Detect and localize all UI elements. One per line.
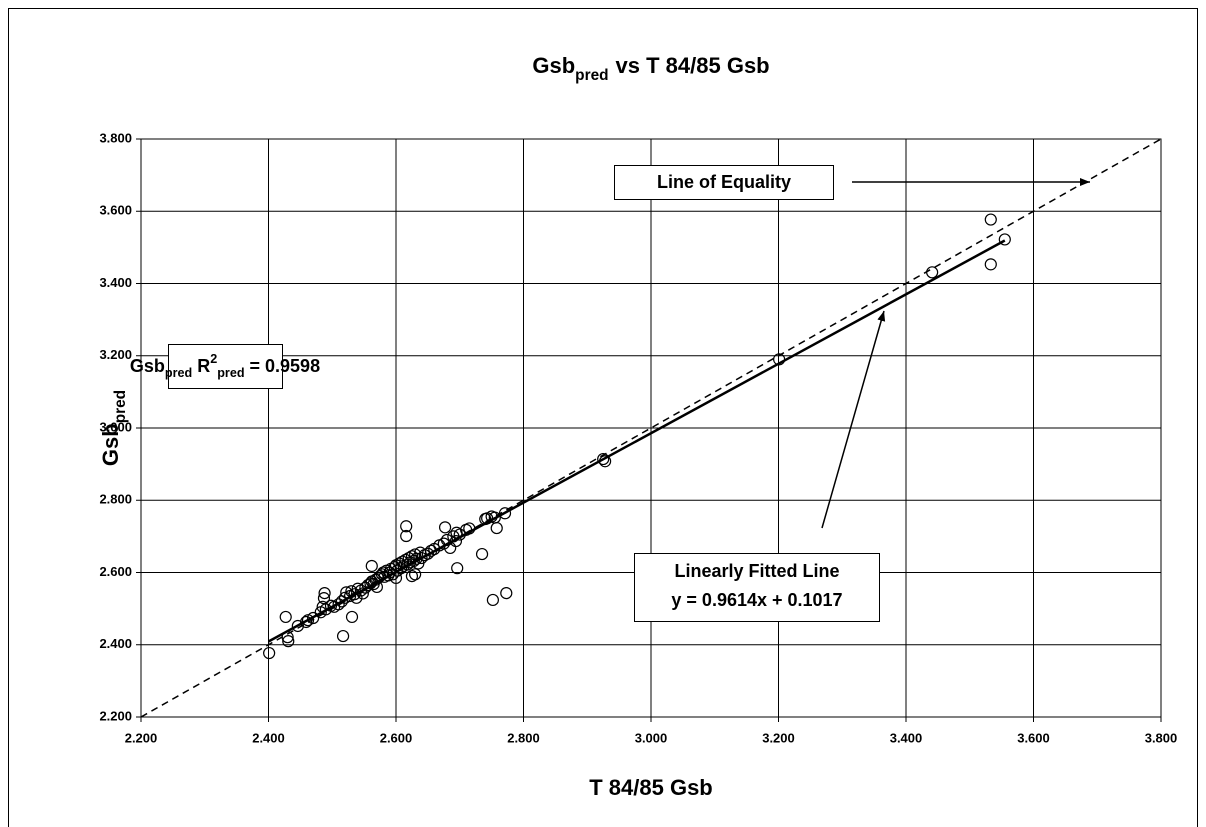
point xyxy=(453,528,466,541)
x-tick-label: 2.200 xyxy=(125,730,158,745)
point xyxy=(486,593,499,607)
point xyxy=(307,611,320,625)
x-tick-label: 3.800 xyxy=(1145,730,1178,745)
point xyxy=(447,530,460,543)
point xyxy=(500,586,513,600)
ann-part: R xyxy=(197,356,210,376)
point xyxy=(437,537,450,550)
ann-part: Gsb xyxy=(130,356,165,376)
y-axis-label: Gsbpred xyxy=(98,390,129,466)
x-tick-label: 3.200 xyxy=(762,730,795,745)
point xyxy=(336,629,350,643)
point xyxy=(365,559,378,573)
chart-frame xyxy=(8,8,1198,827)
point xyxy=(405,570,419,583)
y-tick-label: 3.800 xyxy=(99,130,132,145)
point xyxy=(409,568,422,581)
point xyxy=(451,562,464,575)
annotation-box xyxy=(634,553,880,622)
y-tick-label: 3.000 xyxy=(99,419,132,434)
point xyxy=(391,564,404,577)
point xyxy=(984,258,997,271)
ann-subscript: pred xyxy=(165,366,192,380)
y-tick-label: 2.600 xyxy=(99,564,132,579)
y-tick-label: 2.200 xyxy=(99,708,132,723)
point xyxy=(386,568,399,581)
chart-title: Gsbpred vs T 84/85 Gsb xyxy=(532,53,769,84)
x-tick-label: 3.000 xyxy=(635,730,668,745)
point xyxy=(400,520,413,533)
y-tick-label: 3.400 xyxy=(99,275,132,290)
point xyxy=(773,353,786,366)
point xyxy=(488,511,501,524)
plot-border xyxy=(140,138,1162,718)
title-part: Gsb xyxy=(532,53,575,78)
point xyxy=(318,586,331,600)
point xyxy=(463,522,476,535)
annotation-box xyxy=(168,344,283,389)
point xyxy=(291,619,304,633)
point xyxy=(281,631,294,644)
point xyxy=(444,541,457,555)
point xyxy=(598,455,612,468)
title-part: vs T 84/85 Gsb xyxy=(616,53,770,78)
ann-part: = 0.9598 xyxy=(250,356,321,376)
point xyxy=(282,635,295,648)
x-tick-label: 3.400 xyxy=(890,730,923,745)
point xyxy=(479,512,492,526)
point xyxy=(597,452,610,466)
y-tick-label: 3.600 xyxy=(99,203,132,218)
point xyxy=(300,615,313,629)
point xyxy=(332,598,345,611)
point xyxy=(475,547,489,561)
y-tick-label: 3.200 xyxy=(99,347,132,362)
annotation-box xyxy=(614,165,834,200)
point xyxy=(415,551,428,565)
point xyxy=(350,591,363,604)
ann-subscript: pred xyxy=(217,366,244,380)
point xyxy=(263,646,276,660)
point xyxy=(998,233,1011,246)
y-label-subscript: pred xyxy=(112,390,129,423)
y-tick-label: 2.400 xyxy=(99,636,132,651)
point xyxy=(984,213,997,226)
equality-annotation: Line of Equality xyxy=(657,172,791,192)
r2-annotation: Gsbpred R2pred = 0.9598 xyxy=(130,352,320,380)
title-subscript: pred xyxy=(575,67,608,84)
arrow xyxy=(821,310,886,529)
x-tick-label: 2.400 xyxy=(252,730,285,745)
x-axis-label: T 84/85 Gsb xyxy=(589,775,713,800)
fit-equation: y = 0.9614x + 0.1017 xyxy=(671,590,842,610)
y-label-part: Gsb xyxy=(98,423,123,466)
x-tick-label: 2.800 xyxy=(507,730,540,745)
point xyxy=(926,266,939,279)
point xyxy=(370,580,383,594)
point xyxy=(421,547,434,560)
point xyxy=(279,610,292,624)
point xyxy=(400,529,413,543)
point xyxy=(340,586,353,599)
fit-annotation: Linearly Fitted Line xyxy=(674,561,839,581)
x-tick-label: 2.600 xyxy=(380,730,413,745)
x-tick-label: 3.600 xyxy=(1017,730,1050,745)
point xyxy=(389,571,403,585)
point xyxy=(440,533,454,547)
points xyxy=(263,213,1011,660)
point xyxy=(438,521,452,534)
y-tick-label: 2.800 xyxy=(99,492,132,507)
ann-superscript: 2 xyxy=(210,352,217,366)
point xyxy=(498,507,512,520)
point xyxy=(345,610,359,624)
